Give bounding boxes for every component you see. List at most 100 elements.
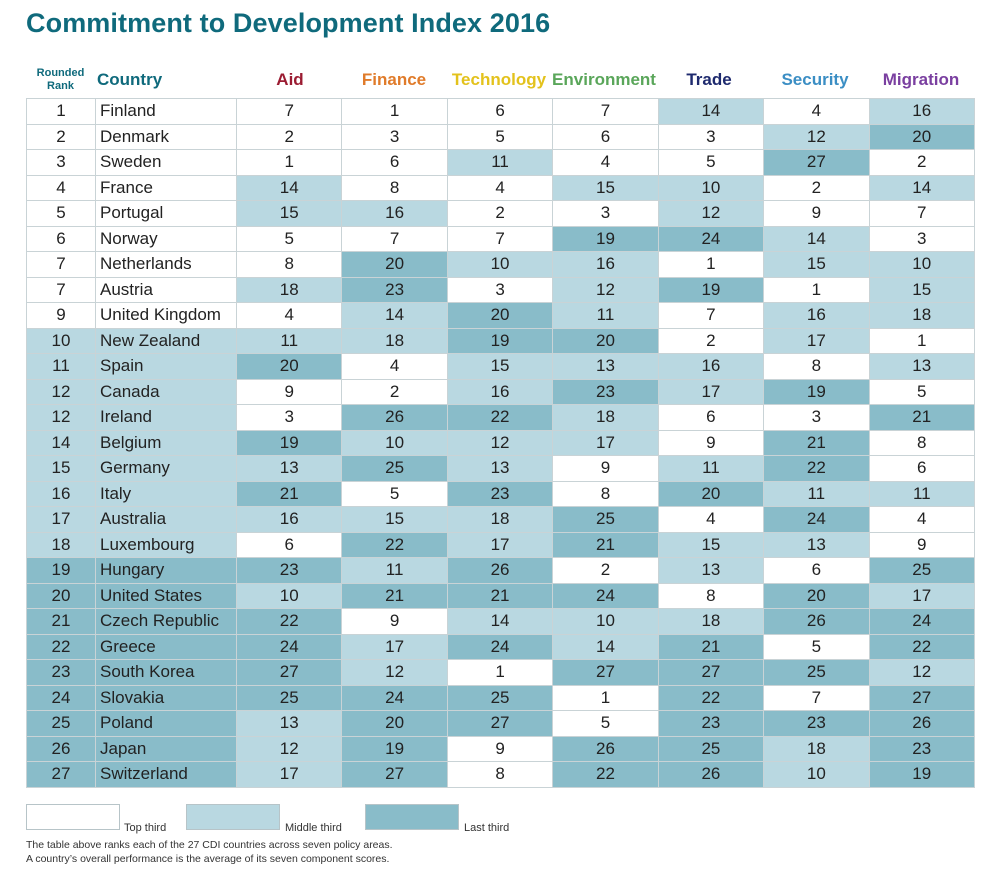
score-cell-security: 8 — [763, 353, 870, 380]
table-row: 5 Portugal 15 16 2 3 12 9 7 — [26, 200, 976, 227]
score-cell-finance: 22 — [341, 531, 448, 558]
table-row: 4 France 14 8 4 15 10 2 14 — [26, 174, 976, 201]
rank-cell: 11 — [26, 353, 96, 380]
score-cell-trade: 22 — [657, 684, 765, 711]
score-cell-technology: 26 — [446, 557, 554, 584]
score-cell-aid: 27 — [235, 659, 343, 686]
score-cell-environment: 14 — [552, 633, 659, 660]
score-cell-finance: 17 — [341, 633, 448, 660]
legend-swatch-top-third — [26, 804, 120, 830]
score-cell-security: 4 — [763, 98, 870, 125]
score-cell-environment: 10 — [552, 608, 659, 635]
score-cell-security: 1 — [763, 276, 870, 303]
score-cell-environment: 9 — [552, 455, 659, 482]
table-row: 26 Japan 12 19 9 26 25 18 23 — [26, 735, 976, 762]
score-cell-aid: 23 — [235, 557, 343, 584]
rank-cell: 4 — [26, 174, 96, 201]
score-cell-environment: 12 — [552, 276, 659, 303]
score-cell-finance: 6 — [341, 149, 448, 176]
score-cell-trade: 16 — [657, 353, 765, 380]
score-cell-aid: 9 — [235, 378, 343, 405]
score-cell-trade: 13 — [657, 557, 765, 584]
score-cell-trade: 20 — [657, 480, 765, 507]
country-cell: Austria — [95, 276, 237, 303]
legend-label-middle-third: Middle third — [285, 822, 342, 834]
score-cell-finance: 20 — [341, 251, 448, 278]
rank-cell: 9 — [26, 302, 96, 329]
rank-cell: 12 — [26, 378, 96, 405]
score-cell-technology: 22 — [446, 404, 554, 431]
score-cell-security: 15 — [763, 251, 870, 278]
score-cell-technology: 1 — [446, 659, 554, 686]
table-row: 16 Italy 21 5 23 8 20 11 11 — [26, 480, 976, 507]
score-cell-migration: 19 — [868, 761, 976, 788]
score-cell-environment: 8 — [552, 480, 659, 507]
score-cell-environment: 20 — [552, 327, 659, 354]
score-cell-environment: 26 — [552, 735, 659, 762]
score-cell-environment: 4 — [552, 149, 659, 176]
country-cell: New Zealand — [95, 327, 237, 354]
column-header-environment: Environment — [552, 70, 656, 89]
score-cell-finance: 18 — [341, 327, 448, 354]
rank-cell: 2 — [26, 123, 96, 150]
rank-cell: 7 — [26, 276, 96, 303]
score-cell-trade: 24 — [657, 225, 765, 252]
score-cell-technology: 2 — [446, 200, 554, 227]
score-cell-finance: 12 — [341, 659, 448, 686]
score-cell-trade: 17 — [657, 378, 765, 405]
score-cell-finance: 8 — [341, 174, 448, 201]
score-cell-security: 26 — [763, 608, 870, 635]
score-cell-security: 9 — [763, 200, 870, 227]
score-cell-security: 3 — [763, 404, 870, 431]
table-row: 18 Luxembourg 6 22 17 21 15 13 9 — [26, 531, 976, 558]
rank-cell: 14 — [26, 429, 96, 456]
country-cell: Finland — [95, 98, 237, 125]
score-cell-aid: 14 — [235, 174, 343, 201]
country-cell: Belgium — [95, 429, 237, 456]
rank-cell: 12 — [26, 404, 96, 431]
score-cell-migration: 4 — [868, 506, 976, 533]
score-cell-trade: 9 — [657, 429, 765, 456]
score-cell-finance: 23 — [341, 276, 448, 303]
score-cell-environment: 27 — [552, 659, 659, 686]
country-cell: Norway — [95, 225, 237, 252]
legend-swatch-middle-third — [186, 804, 280, 830]
table-row: 3 Sweden 1 6 11 4 5 27 2 — [26, 149, 976, 176]
table-row: 21 Czech Republic 22 9 14 10 18 26 24 — [26, 608, 976, 635]
score-cell-migration: 23 — [868, 735, 976, 762]
country-cell: United Kingdom — [95, 302, 237, 329]
score-cell-technology: 18 — [446, 506, 554, 533]
score-cell-finance: 10 — [341, 429, 448, 456]
footnote-line-1: The table above ranks each of the 27 CDI… — [26, 839, 393, 851]
table-row: 15 Germany 13 25 13 9 11 22 6 — [26, 455, 976, 482]
score-cell-finance: 16 — [341, 200, 448, 227]
score-cell-finance: 27 — [341, 761, 448, 788]
table-row: 20 United States 10 21 21 24 8 20 17 — [26, 582, 976, 609]
country-cell: Luxembourg — [95, 531, 237, 558]
table-row: 9 United Kingdom 4 14 20 11 7 16 18 — [26, 302, 976, 329]
ranking-table-body: 1 Finland 7 1 6 7 14 4 16 2 Denmark 2 3 5 6 3 12 20 3 Swede… — [26, 98, 976, 788]
score-cell-security: 17 — [763, 327, 870, 354]
table-row: 2 Denmark 2 3 5 6 3 12 20 — [26, 123, 976, 150]
column-header-aid: Aid — [276, 70, 304, 89]
score-cell-technology: 25 — [446, 684, 554, 711]
legend-label-last-third: Last third — [464, 822, 510, 834]
rank-cell: 5 — [26, 200, 96, 227]
table-row: 24 Slovakia 25 24 25 1 22 7 27 — [26, 684, 976, 711]
score-cell-technology: 13 — [446, 455, 554, 482]
country-cell: South Korea — [95, 659, 237, 686]
score-cell-trade: 19 — [657, 276, 765, 303]
country-cell: Slovakia — [95, 684, 237, 711]
score-cell-environment: 15 — [552, 174, 659, 201]
score-cell-trade: 3 — [657, 123, 765, 150]
rank-cell: 25 — [26, 710, 96, 737]
rank-cell: 3 — [26, 149, 96, 176]
score-cell-security: 27 — [763, 149, 870, 176]
score-cell-technology: 6 — [446, 98, 554, 125]
table-row: 10 New Zealand 11 18 19 20 2 17 1 — [26, 327, 976, 354]
country-cell: France — [95, 174, 237, 201]
table-row: 19 Hungary 23 11 26 2 13 6 25 — [26, 557, 976, 584]
score-cell-security: 2 — [763, 174, 870, 201]
score-cell-technology: 12 — [446, 429, 554, 456]
score-cell-migration: 13 — [868, 353, 976, 380]
